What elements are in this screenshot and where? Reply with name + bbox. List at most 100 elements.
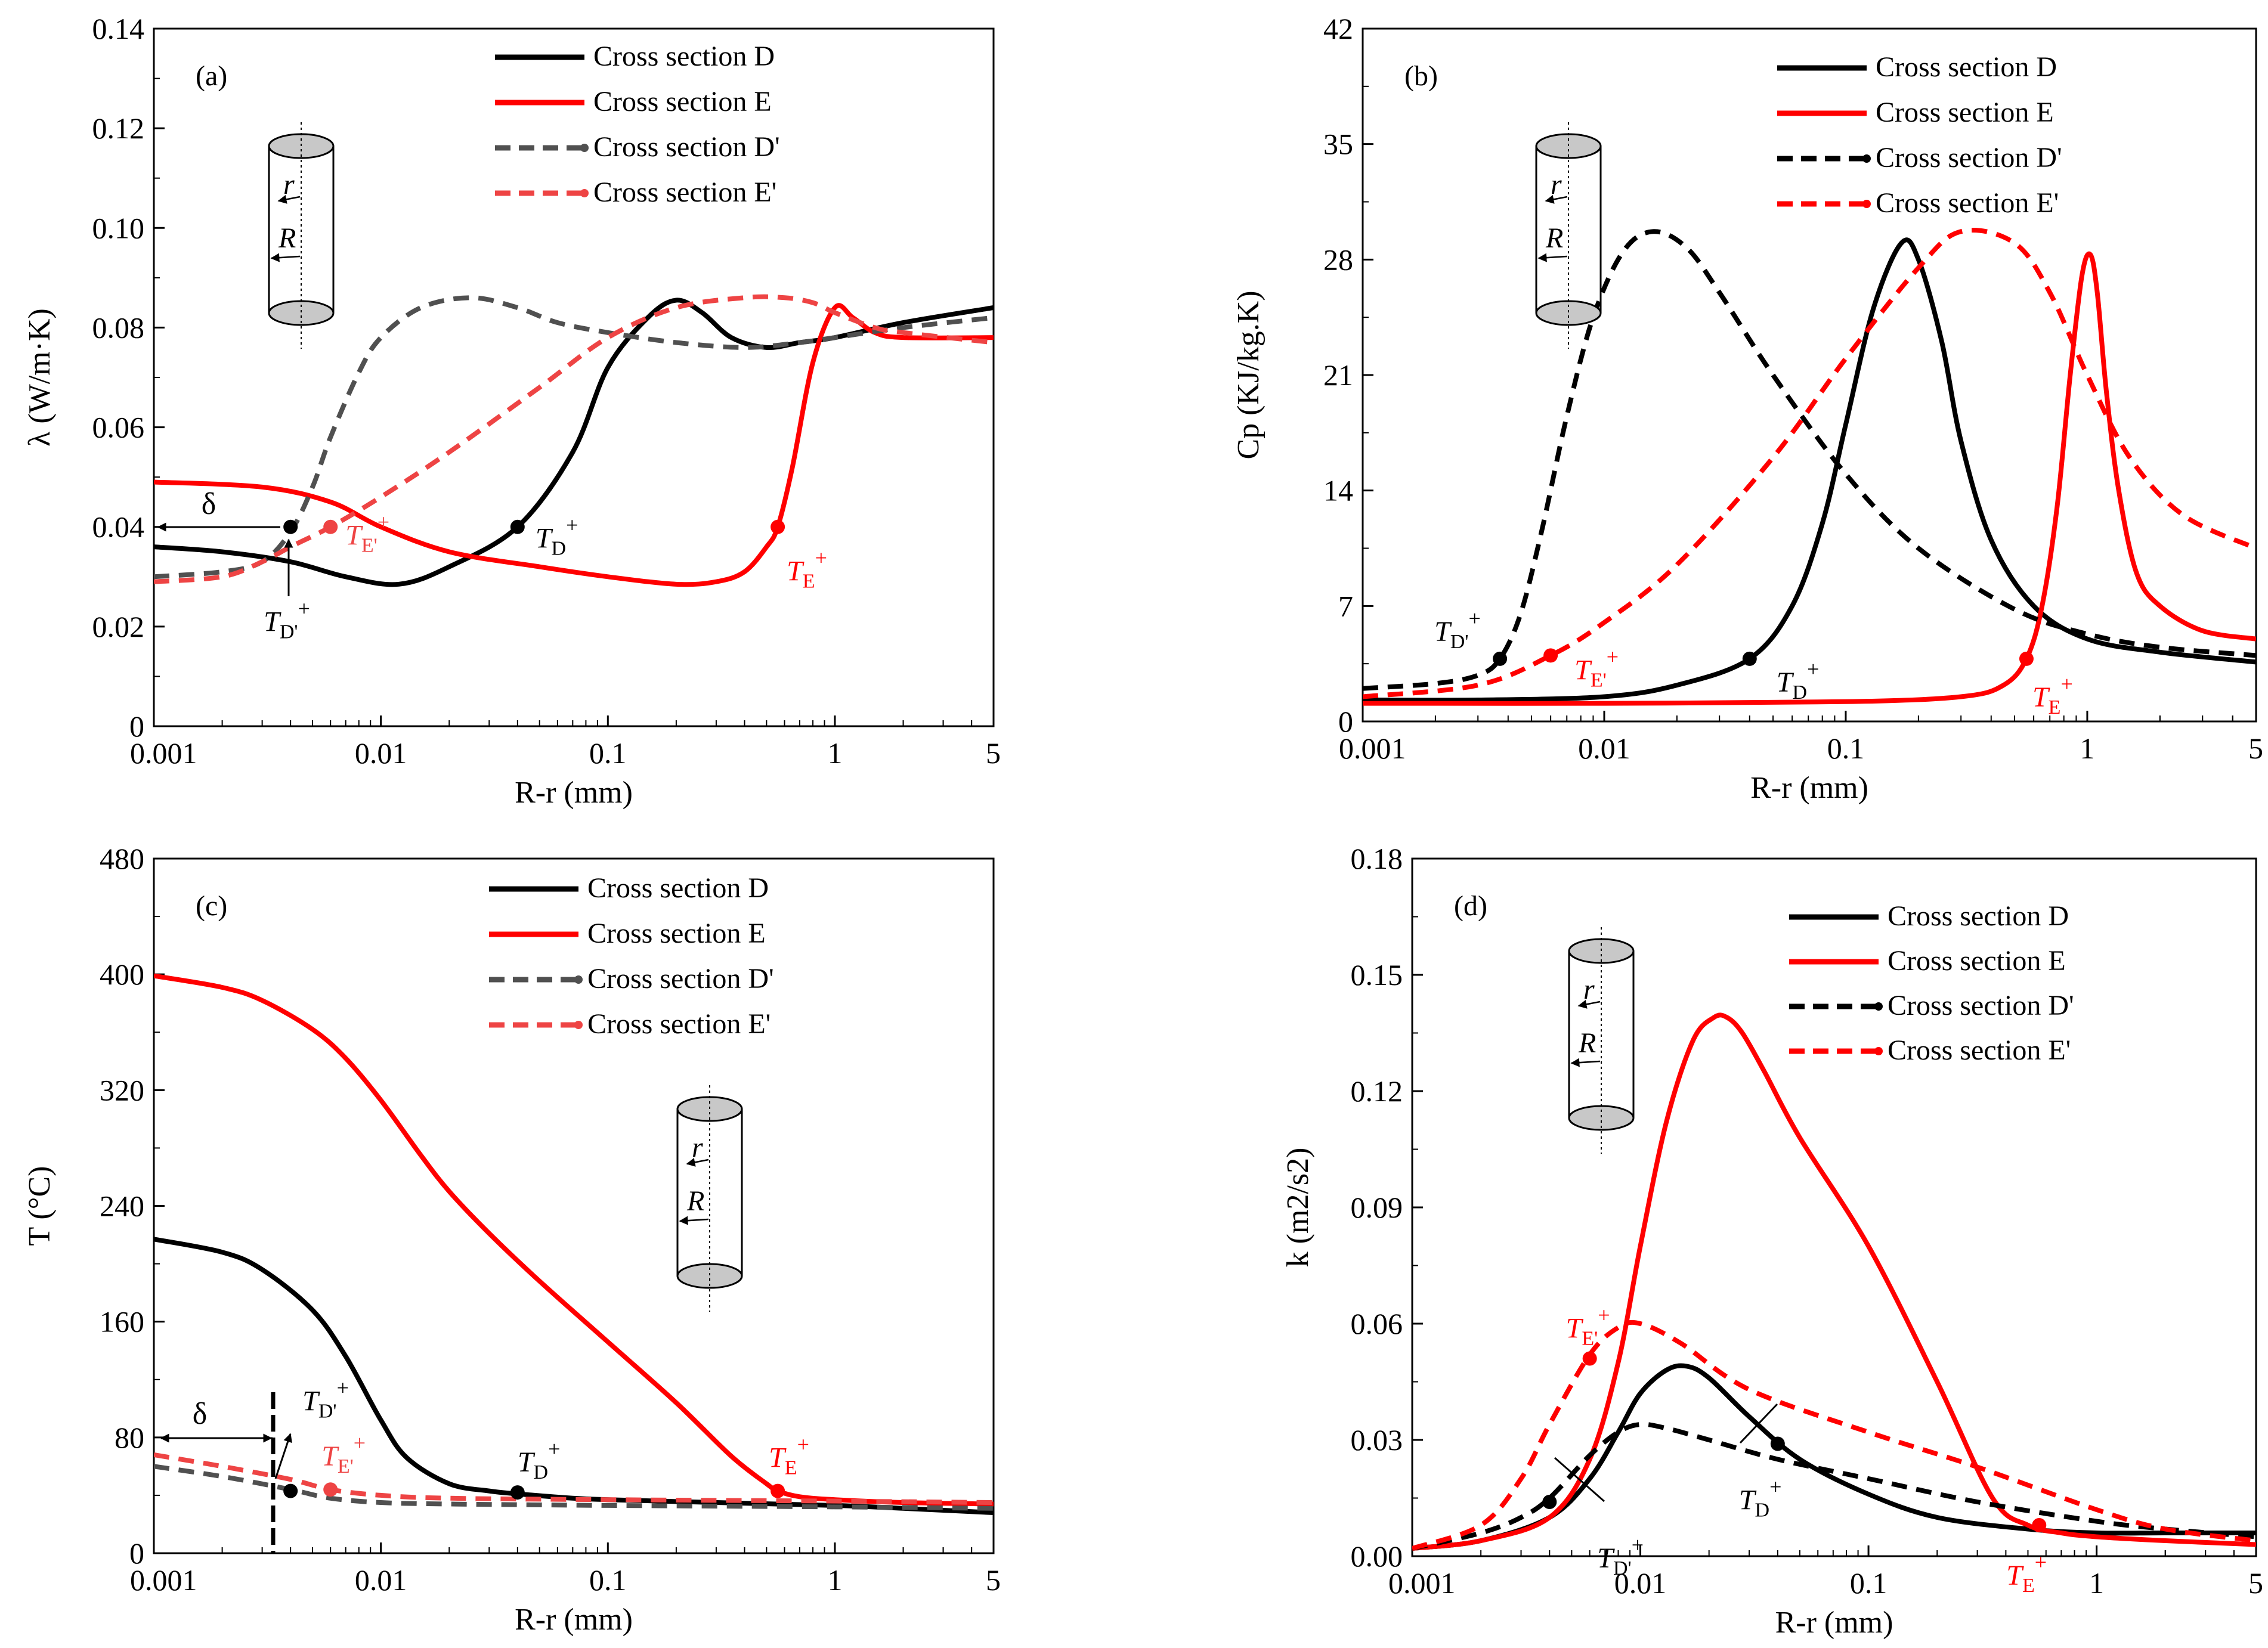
panel-c-annotations: δ (160, 1392, 292, 1553)
cylinder-inset: rR (268, 122, 335, 349)
marker-label: TD+ (1777, 657, 1820, 704)
x-tick-label: 1 (2089, 1566, 2104, 1600)
marker-point (1493, 651, 1508, 666)
marker-point (283, 1483, 298, 1498)
legend-swatch-dot (1874, 1002, 1883, 1011)
series-line-4 (1412, 1319, 2256, 1551)
y-tick-label: 0.08 (92, 311, 145, 344)
panel-label: (a) (196, 60, 227, 92)
series-line-3 (1363, 229, 2256, 691)
r-label: r (1583, 974, 1595, 1005)
marker-label: TE'+ (1566, 1303, 1610, 1350)
x-tick-label: 5 (2248, 732, 2263, 765)
R-label: R (1578, 1027, 1596, 1059)
x-tick-label: 0.001 (130, 1563, 197, 1597)
x-tick-label: 1 (2080, 732, 2094, 765)
legend-entry: Cross section D' (1888, 990, 2074, 1021)
y-tick-label: 0.03 (1351, 1423, 1403, 1457)
marker-point (1542, 1495, 1557, 1509)
legend-entry: Cross section E' (1888, 1034, 2071, 1066)
y-tick-label: 160 (100, 1305, 144, 1339)
marker-label: TE+ (2032, 672, 2073, 718)
plot-frame (1362, 27, 2257, 723)
x-tick-label: 5 (986, 736, 1001, 770)
series-line-3 (154, 1464, 994, 1511)
r-arrow (1577, 1000, 1601, 1009)
y-tick-label: 14 (1323, 474, 1353, 507)
TD-leader (1739, 1403, 1778, 1444)
x-axis-label: R-r (mm) (515, 1603, 633, 1637)
legend-swatch-dot (574, 975, 583, 984)
y-tick-label: 0.04 (92, 510, 145, 544)
R-arrow (1570, 1058, 1601, 1067)
legend-entry: Cross section D (1888, 900, 2069, 932)
series-line-1 (154, 298, 994, 587)
legend-entry: Cross section E (1888, 945, 2066, 977)
legend-entry: Cross section E (1876, 97, 2054, 128)
R-arrow (679, 1216, 709, 1225)
R-arrow (1537, 253, 1568, 262)
marker-label: TE+ (769, 1433, 809, 1479)
legend-entry: Cross section D (593, 41, 775, 72)
marker-label: TD'+ (1434, 606, 1481, 653)
marker-label: TD+ (518, 1437, 561, 1483)
y-axis-label: λ (W/m·K) (23, 308, 57, 447)
x-axis-label: R-r (mm) (1775, 1606, 1893, 1640)
legend-swatch-dot (1862, 200, 1871, 208)
x-tick-label: 0.1 (589, 736, 627, 770)
y-tick-label: 0 (1338, 705, 1353, 738)
x-tick-label: 0.01 (355, 1563, 407, 1597)
series-group (1412, 1012, 2256, 1551)
y-tick-label: 480 (100, 842, 144, 875)
y-tick-label: 0 (129, 710, 144, 743)
marker-label: TD'+ (264, 597, 310, 643)
y-tick-label: 0 (129, 1537, 144, 1570)
y-tick-label: 80 (115, 1421, 144, 1454)
panel-label: (d) (1454, 890, 1487, 922)
marker-point (510, 519, 525, 534)
legend: Cross section D Cross section E Cross sect… (495, 41, 780, 208)
x-axis-label: R-r (mm) (515, 776, 633, 810)
legend-swatch-dot (574, 1021, 583, 1029)
y-tick-label: 42 (1323, 12, 1353, 45)
legend: Cross section D Cross section E Cross sect… (489, 872, 774, 1040)
x-tick-label: 5 (986, 1563, 1001, 1597)
marker-label: TD+ (1739, 1475, 1782, 1522)
x-tick-label: 0.001 (130, 736, 197, 770)
series-group (154, 973, 994, 1516)
y-tick-label: 28 (1323, 243, 1353, 276)
chart-panel-2: 0 7 14 21 28 35 42 0.001 0.01 0.1 1 5 R-r (mm) Cp (KJ… (1232, 12, 2263, 805)
r-arrow (1545, 195, 1568, 204)
cylinder-inset: rR (1568, 927, 1635, 1154)
y-tick-label: 0.02 (92, 610, 145, 643)
series-line-1 (1412, 1363, 2256, 1551)
r-label: r (1551, 169, 1562, 200)
y-tick-label: 35 (1323, 128, 1353, 161)
R-label: R (278, 222, 296, 254)
x-tick-label: 0.1 (1827, 732, 1865, 765)
marker-point (1582, 1351, 1597, 1366)
legend-swatch-dot (1862, 154, 1871, 163)
marker-point (1770, 1436, 1785, 1451)
marker-point (2019, 651, 2034, 666)
series-group (1363, 228, 2256, 706)
marker-point (510, 1485, 525, 1500)
marker-label: TE+ (2006, 1550, 2047, 1597)
delta-label: δ (202, 487, 216, 521)
marker-label: TD+ (536, 513, 578, 560)
marker-label: TD'+ (302, 1376, 349, 1423)
y-tick-label: 0.15 (1351, 958, 1403, 992)
y-tick-label: 0.06 (92, 411, 145, 444)
r-label: r (283, 169, 295, 200)
legend: Cross section D Cross section E Cross sect… (1789, 900, 2074, 1066)
marker-point (323, 519, 338, 534)
r-label: r (692, 1132, 703, 1163)
legend-entry: Cross section E (593, 86, 772, 117)
x-tick-label: 0.1 (589, 1563, 627, 1597)
panel-a-annotations: δ (157, 487, 293, 596)
chart-panel-3: 0 80 160 240 320 400 480 0.001 0.01 0.1 1 5 R-r (mm)… (23, 842, 1001, 1637)
y-tick-label: 0.14 (92, 12, 145, 45)
marker-point (2032, 1518, 2047, 1532)
y-tick-label: 7 (1338, 589, 1353, 622)
panel-d-annotations (1554, 1403, 1778, 1503)
